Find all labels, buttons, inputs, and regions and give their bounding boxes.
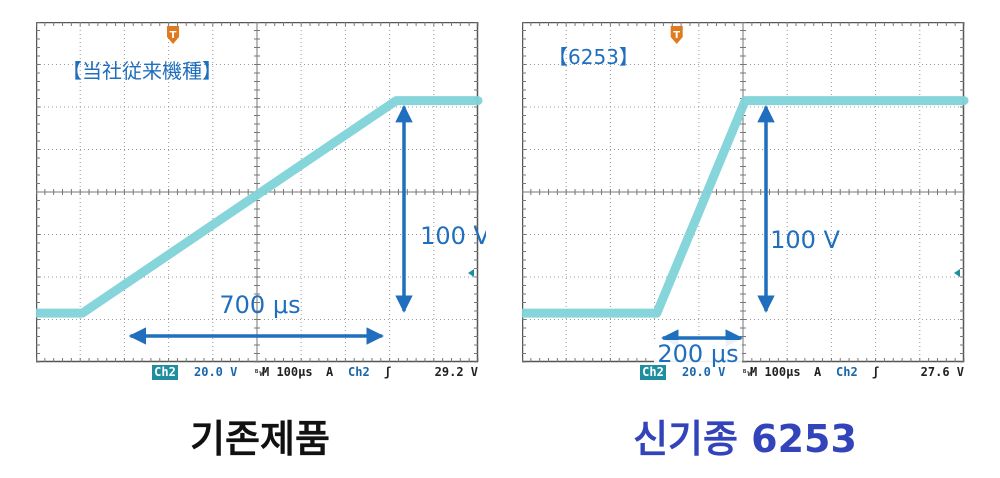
status-trigger-level: 29.2 V bbox=[435, 365, 478, 379]
status-timebase: M 100µs bbox=[262, 365, 313, 379]
waveform-trace bbox=[36, 96, 483, 318]
panel-title: 【当社従来機種】 bbox=[62, 59, 222, 83]
status-slope-icon: ʃ bbox=[872, 365, 879, 379]
voltage-label: 100 V bbox=[420, 222, 486, 250]
panel-title: 【6253】 bbox=[548, 45, 639, 69]
status-slope-icon: ʃ bbox=[384, 365, 391, 379]
ch2-badge bbox=[152, 365, 178, 380]
waveform-trace bbox=[522, 96, 969, 318]
trigger-marker-letter: T bbox=[673, 30, 680, 41]
trigger-marker-shape bbox=[167, 26, 180, 44]
time-label: 200 μs bbox=[657, 340, 738, 368]
status-trigger-channel: Ch2 bbox=[836, 365, 858, 379]
status-bar: Ch2 20.0 V ᴮwM 100µs A Ch2 ʃ 27.6 V bbox=[640, 365, 964, 380]
status-channel: Ch2 bbox=[154, 365, 176, 379]
status-channel: Ch2 bbox=[642, 365, 664, 379]
status-trigger-mode: A bbox=[814, 365, 822, 379]
status-volts-per-div: 20.0 V bbox=[194, 365, 237, 379]
time-label: 700 μs bbox=[219, 291, 300, 319]
status-trigger-mode: A bbox=[326, 365, 334, 379]
status-volts-per-div: 20.0 V bbox=[682, 365, 725, 379]
status-trigger-level: 27.6 V bbox=[921, 365, 964, 379]
trigger-level-icon bbox=[954, 269, 960, 277]
status-bw-icon: ᴮw bbox=[742, 369, 753, 379]
ch2-badge bbox=[640, 365, 666, 380]
caption-6253: 신기종 6253 bbox=[633, 417, 857, 461]
status-timebase: M 100µs bbox=[750, 365, 801, 379]
voltage-label: 100 V bbox=[770, 226, 840, 254]
trigger-marker-shape bbox=[670, 26, 683, 44]
caption-legacy: 기존제품 bbox=[190, 417, 330, 461]
trigger-level-icon bbox=[468, 269, 474, 277]
trigger-position-icon: T bbox=[167, 26, 180, 44]
status-bar: Ch2 20.0 V ᴮwM 100µs A Ch2 ʃ 29.2 V bbox=[152, 365, 478, 380]
trigger-position-icon: T bbox=[670, 26, 683, 44]
time-label-bg bbox=[654, 340, 742, 368]
trigger-marker-letter: T bbox=[170, 30, 177, 41]
status-trigger-channel: Ch2 bbox=[348, 365, 370, 379]
status-bw-icon: ᴮw bbox=[254, 369, 265, 379]
